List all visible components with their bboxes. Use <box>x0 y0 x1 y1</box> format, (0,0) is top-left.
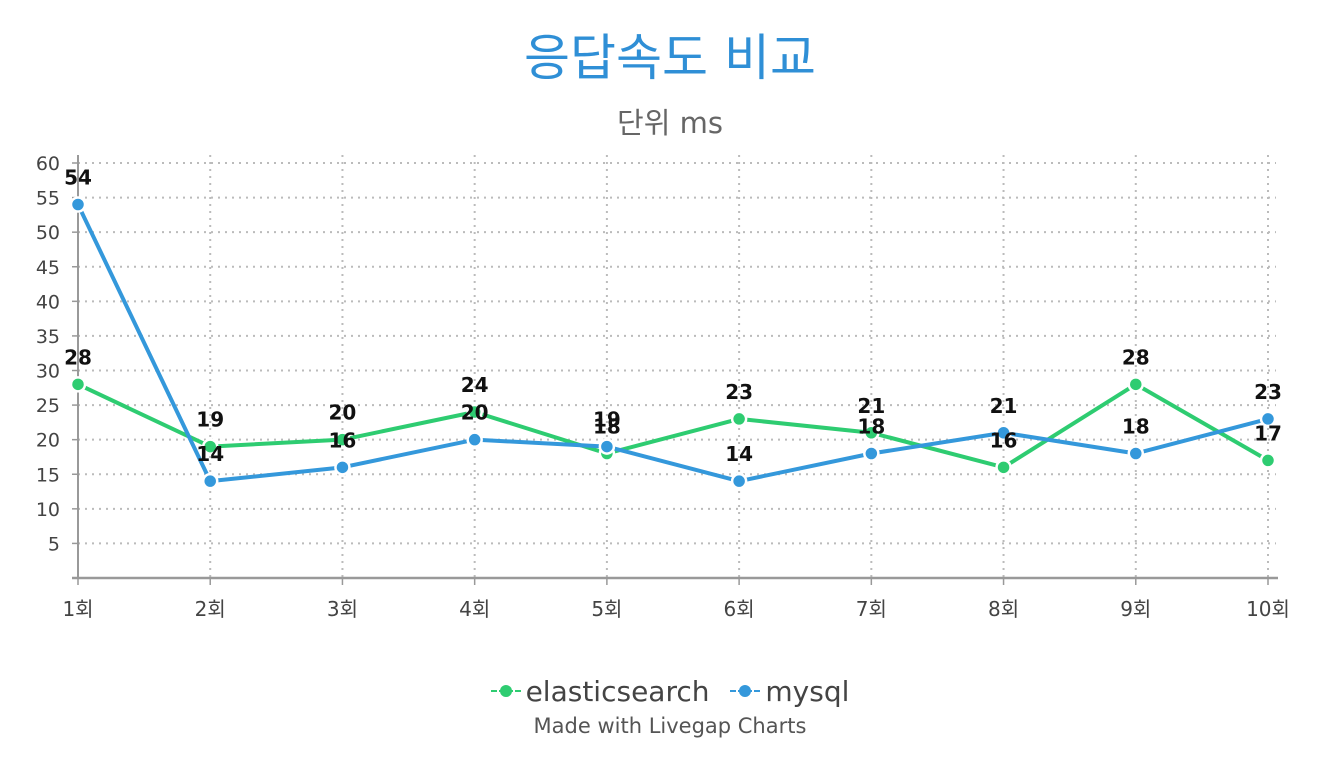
data-point-elasticsearch <box>466 403 483 421</box>
data-point-mysql <box>863 445 880 462</box>
x-tick-label: 9회 <box>1120 597 1151 621</box>
legend-label-mysql: mysql <box>765 674 850 708</box>
credit-text: Made with Livegap Charts <box>533 714 807 738</box>
data-point-mysql <box>1127 445 1145 462</box>
data-point-mysql <box>69 196 87 213</box>
x-tick-label: 3회 <box>327 597 358 621</box>
data-label-elasticsearch: 24 <box>461 373 489 397</box>
data-label-mysql: 54 <box>64 166 92 190</box>
data-point-mysql <box>334 459 351 476</box>
data-label-mysql: 16 <box>329 428 357 452</box>
data-label-elasticsearch: 19 <box>196 408 224 432</box>
data-point-mysql <box>466 431 483 448</box>
x-tick-label: 6회 <box>724 597 755 621</box>
x-tick-label: 5회 <box>591 597 622 621</box>
data-point-elasticsearch <box>69 376 87 393</box>
legend-marker-mysql <box>730 684 761 698</box>
legend-label-elasticsearch: elasticsearch <box>525 674 710 708</box>
chart-subtitle: 단위 ms <box>617 106 723 140</box>
data-point-mysql <box>995 424 1012 441</box>
data-label-mysql: 14 <box>725 442 753 466</box>
x-tick-label: 10회 <box>1246 597 1290 621</box>
line-chart: 5 10 15 20 25 30 35 40 45 50 55 60 1회 2회 3회 4회 5회 6회 7회 8회 9… <box>36 153 1290 621</box>
y-tick-label: 20 <box>36 430 60 452</box>
legend-item-mysql[interactable]: mysql <box>730 675 849 708</box>
y-tick-label: 15 <box>36 464 60 486</box>
y-tick-label: 45 <box>36 257 60 279</box>
data-label-mysql: 23 <box>1254 380 1282 404</box>
x-tick-label: 2회 <box>195 597 226 621</box>
y-tick-label: 35 <box>36 326 60 348</box>
x-tick-label: 8회 <box>988 597 1019 621</box>
y-tick-label: 50 <box>36 222 60 244</box>
data-label-elasticsearch: 21 <box>857 394 885 418</box>
chart-title: 응답속도 비교 <box>524 29 816 87</box>
data-point-elasticsearch <box>1127 376 1145 393</box>
series-line-mysql <box>76 203 1269 484</box>
data-point-elasticsearch <box>995 459 1012 476</box>
x-tick-label: 1회 <box>62 597 93 621</box>
series-line-elasticsearch <box>77 382 1269 470</box>
data-point-elasticsearch <box>201 438 219 455</box>
y-tick-label: 10 <box>36 499 60 521</box>
data-point-elasticsearch <box>1259 452 1277 469</box>
data-point-mysql <box>201 472 219 490</box>
data-point-elasticsearch <box>730 410 748 428</box>
x-tick-label: 7회 <box>856 597 887 621</box>
data-label-elasticsearch: 23 <box>725 380 753 404</box>
data-label-elasticsearch: 20 <box>329 401 357 425</box>
data-label-elasticsearch: 18 <box>593 415 621 439</box>
chart-legend: elasticsearch mysql <box>0 672 1340 708</box>
data-label-mysql: 21 <box>990 394 1018 418</box>
y-tick-label: 55 <box>36 188 60 210</box>
data-point-mysql <box>1259 410 1277 428</box>
legend-marker-elasticsearch <box>490 684 521 698</box>
data-point-elasticsearch <box>334 431 351 448</box>
y-tick-label: 40 <box>36 291 60 313</box>
legend-item-elasticsearch[interactable]: elasticsearch <box>490 674 710 708</box>
data-label-mysql: 19 <box>593 408 621 432</box>
x-tick-label: 4회 <box>459 597 490 621</box>
data-label-mysql: 18 <box>1122 415 1150 439</box>
data-label-mysql: 18 <box>857 415 885 439</box>
data-point-mysql <box>598 438 616 455</box>
data-label-mysql: 14 <box>196 442 224 466</box>
y-tick-label: 5 <box>48 533 60 555</box>
data-point-mysql <box>730 472 748 490</box>
data-label-elasticsearch: 28 <box>1122 345 1150 369</box>
data-label-mysql: 20 <box>461 401 489 425</box>
y-tick-label: 25 <box>36 395 60 417</box>
data-label-elasticsearch: 17 <box>1254 421 1282 445</box>
data-point-elasticsearch <box>863 424 880 441</box>
data-label-elasticsearch: 16 <box>990 428 1018 452</box>
data-label-elasticsearch: 28 <box>64 345 92 369</box>
y-tick-label: 30 <box>36 361 60 383</box>
y-tick-label: 60 <box>36 153 60 175</box>
